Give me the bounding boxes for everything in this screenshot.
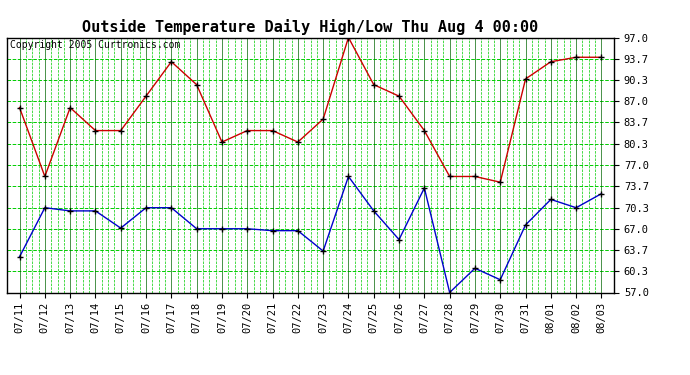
Title: Outside Temperature Daily High/Low Thu Aug 4 00:00: Outside Temperature Daily High/Low Thu A… <box>82 19 539 35</box>
Text: Copyright 2005 Curtronics.com: Copyright 2005 Curtronics.com <box>10 40 180 50</box>
